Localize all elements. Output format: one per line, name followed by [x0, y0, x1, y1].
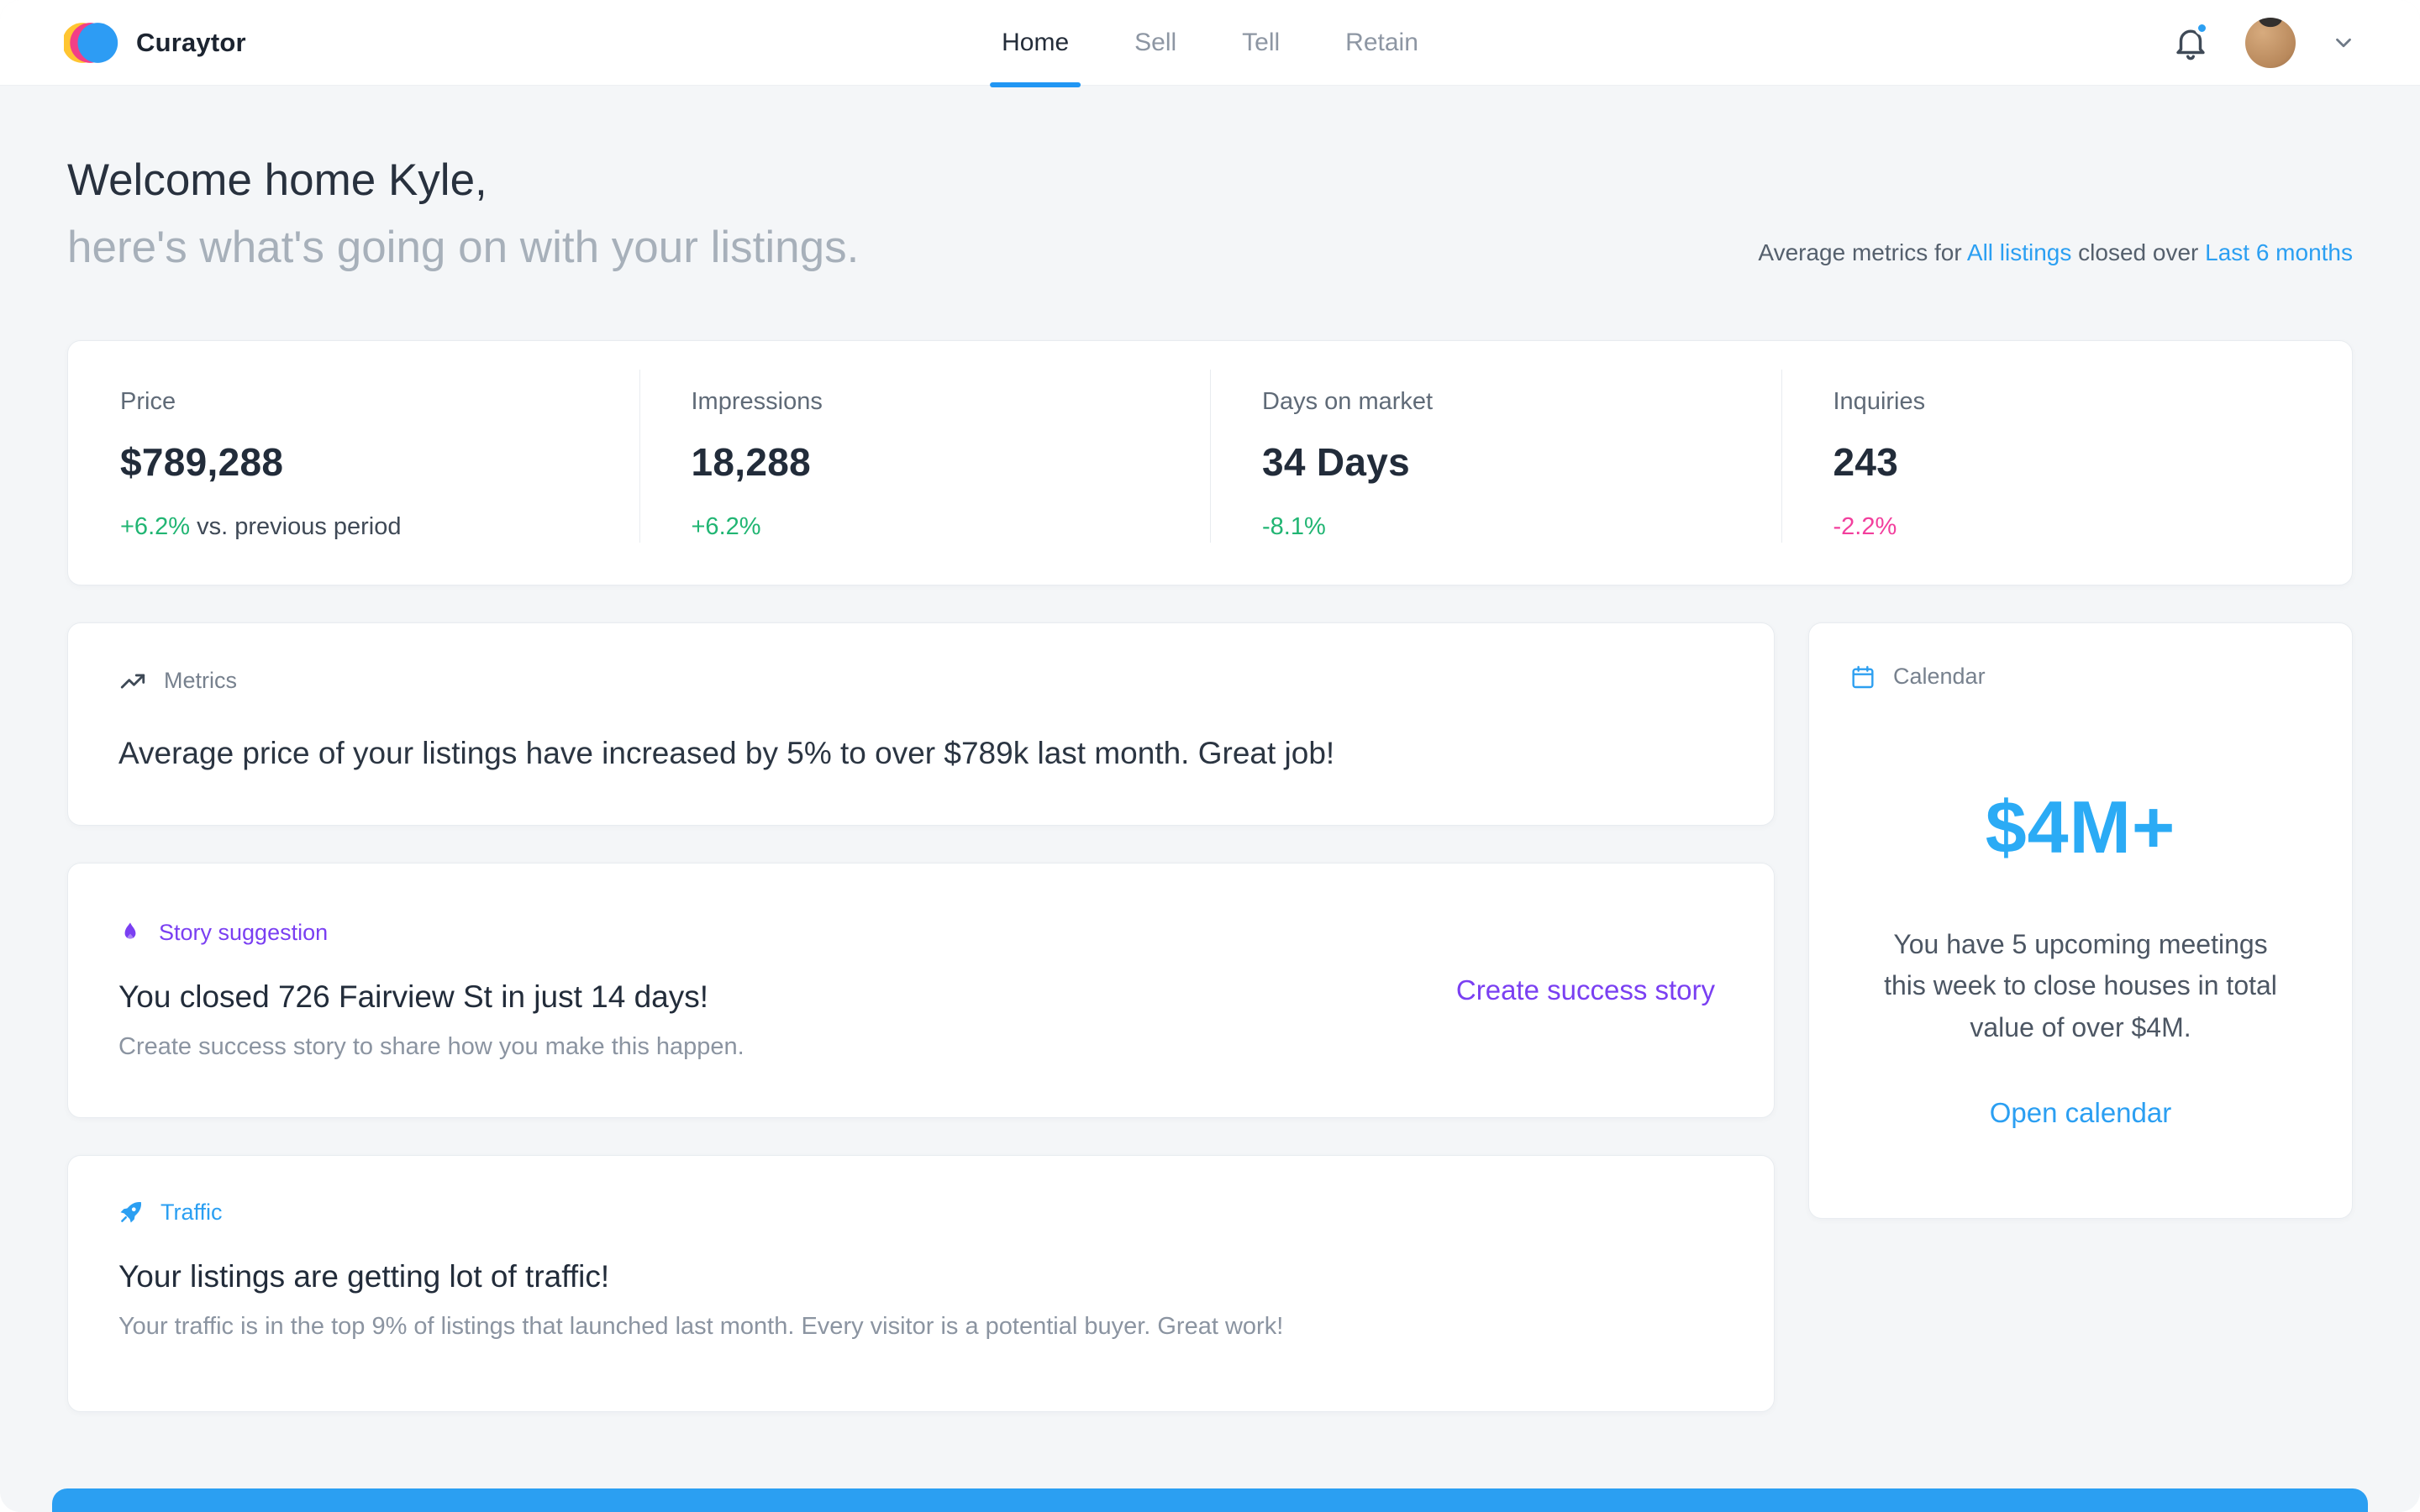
story-card-tag: Story suggestion	[118, 920, 744, 946]
stat-label: Inquiries	[1833, 387, 1926, 415]
traffic-title: Your listings are getting lot of traffic…	[118, 1258, 610, 1294]
story-content: Story suggestion You closed 726 Fairview…	[118, 920, 744, 1061]
traffic-card: Traffic Your listings are getting lot of…	[67, 1154, 1775, 1412]
open-calendar-link[interactable]: Open calendar	[1989, 1097, 2172, 1129]
traffic-card-label: Traffic	[160, 1199, 223, 1225]
delta-value: -2.2%	[1833, 512, 1897, 540]
stat-label: Impressions	[691, 387, 823, 415]
nav-right-cluster	[2171, 17, 2356, 68]
traffic-subtitle: Your traffic is in the top 9% of listing…	[118, 1312, 1284, 1340]
main-nav: Home Sell Tell Retain	[990, 0, 1418, 87]
calendar-total-value: $4M+	[1985, 785, 2176, 869]
bell-icon	[2171, 24, 2210, 62]
calendar-card: Calendar $4M+ You have 5 upcoming meetin…	[1808, 622, 2353, 1219]
account-menu-button[interactable]	[2331, 30, 2356, 55]
create-success-story-link[interactable]: Create success story	[1455, 974, 1715, 1005]
flame-icon	[118, 921, 142, 944]
stat-label: Price	[120, 387, 176, 415]
right-column: Calendar $4M+ You have 5 upcoming meetin…	[1808, 622, 2353, 1219]
stats-summary-card: Price $789,288 +6.2% vs. previous period…	[67, 339, 2353, 585]
filter-middle: closed over	[2071, 239, 2206, 265]
story-card-label: Story suggestion	[159, 919, 329, 945]
stat-days-on-market: Days on market 34 Days -8.1%	[1210, 341, 1781, 585]
stat-delta: +6.2%	[692, 513, 1177, 541]
story-subtitle: Create success story to share how you ma…	[118, 1032, 744, 1060]
notifications-button[interactable]	[2171, 20, 2210, 62]
metrics-filter: Average metrics for All listings closed …	[1758, 239, 2353, 273]
calendar-icon	[1849, 664, 1876, 690]
listings-filter-link[interactable]: All listings	[1966, 239, 2072, 265]
delta-value: +6.2%	[120, 512, 191, 540]
delta-value: -8.1%	[1262, 512, 1326, 540]
chevron-down-icon	[2331, 30, 2356, 55]
stat-value: 34 Days	[1262, 439, 1411, 484]
brand[interactable]: Curaytor	[64, 18, 246, 67]
cards-grid: Metrics Average price of your listings h…	[67, 622, 2353, 1412]
welcome-block: Welcome home Kyle, here's what's going o…	[67, 155, 860, 273]
metrics-card-tag: Metrics	[118, 667, 1723, 696]
top-navbar: Curaytor Home Sell Tell Retain	[0, 0, 2420, 87]
stat-impressions: Impressions 18,288 +6.2%	[639, 341, 1211, 585]
metrics-card: Metrics Average price of your listings h…	[67, 622, 1775, 826]
brand-name: Curaytor	[136, 27, 246, 57]
period-filter-link[interactable]: Last 6 months	[2205, 239, 2353, 265]
story-title: You closed 726 Fairview St in just 14 da…	[118, 979, 709, 1014]
delta-value: +6.2%	[691, 512, 761, 540]
filter-prefix: Average metrics for	[1758, 239, 1967, 265]
metrics-card-label: Metrics	[164, 668, 237, 694]
tab-retain[interactable]: Retain	[1345, 29, 1418, 56]
stat-label: Days on market	[1262, 387, 1434, 415]
tab-tell[interactable]: Tell	[1242, 29, 1281, 56]
page-title: Welcome home Kyle,	[67, 155, 487, 205]
stat-inquiries: Inquiries 243 -2.2%	[1781, 341, 2353, 585]
curaytor-logo-icon	[64, 18, 119, 67]
main-content: Welcome home Kyle, here's what's going o…	[0, 155, 2420, 1412]
metrics-message: Average price of your listings have incr…	[118, 735, 1335, 770]
left-column: Metrics Average price of your listings h…	[67, 622, 1775, 1412]
story-suggestion-card: Story suggestion You closed 726 Fairview…	[67, 862, 1775, 1118]
delta-suffix: vs. previous period	[190, 512, 402, 540]
stat-delta: -2.2%	[1833, 513, 2319, 541]
stat-delta: -8.1%	[1262, 513, 1748, 541]
rocket-icon	[118, 1200, 144, 1225]
tab-sell[interactable]: Sell	[1134, 29, 1177, 56]
stat-value: 18,288	[691, 439, 811, 484]
calendar-message: You have 5 upcoming meetings this week t…	[1884, 928, 2277, 1042]
page-header: Welcome home Kyle, here's what's going o…	[67, 155, 2353, 273]
trending-up-icon	[118, 667, 147, 696]
bottom-accent-bar	[52, 1488, 2368, 1512]
traffic-card-tag: Traffic	[118, 1200, 1723, 1226]
calendar-card-tag: Calendar	[1849, 664, 2312, 690]
stat-price: Price $789,288 +6.2% vs. previous period	[68, 341, 639, 585]
stat-value: $789,288	[120, 439, 284, 484]
page-subtitle: here's what's going on with your listing…	[67, 223, 860, 273]
notification-dot	[2195, 20, 2209, 35]
tab-home[interactable]: Home	[990, 0, 1081, 87]
calendar-card-label: Calendar	[1893, 664, 1986, 690]
avatar[interactable]	[2245, 17, 2296, 68]
stat-delta: +6.2% vs. previous period	[120, 513, 606, 541]
stat-value: 243	[1833, 439, 1899, 484]
